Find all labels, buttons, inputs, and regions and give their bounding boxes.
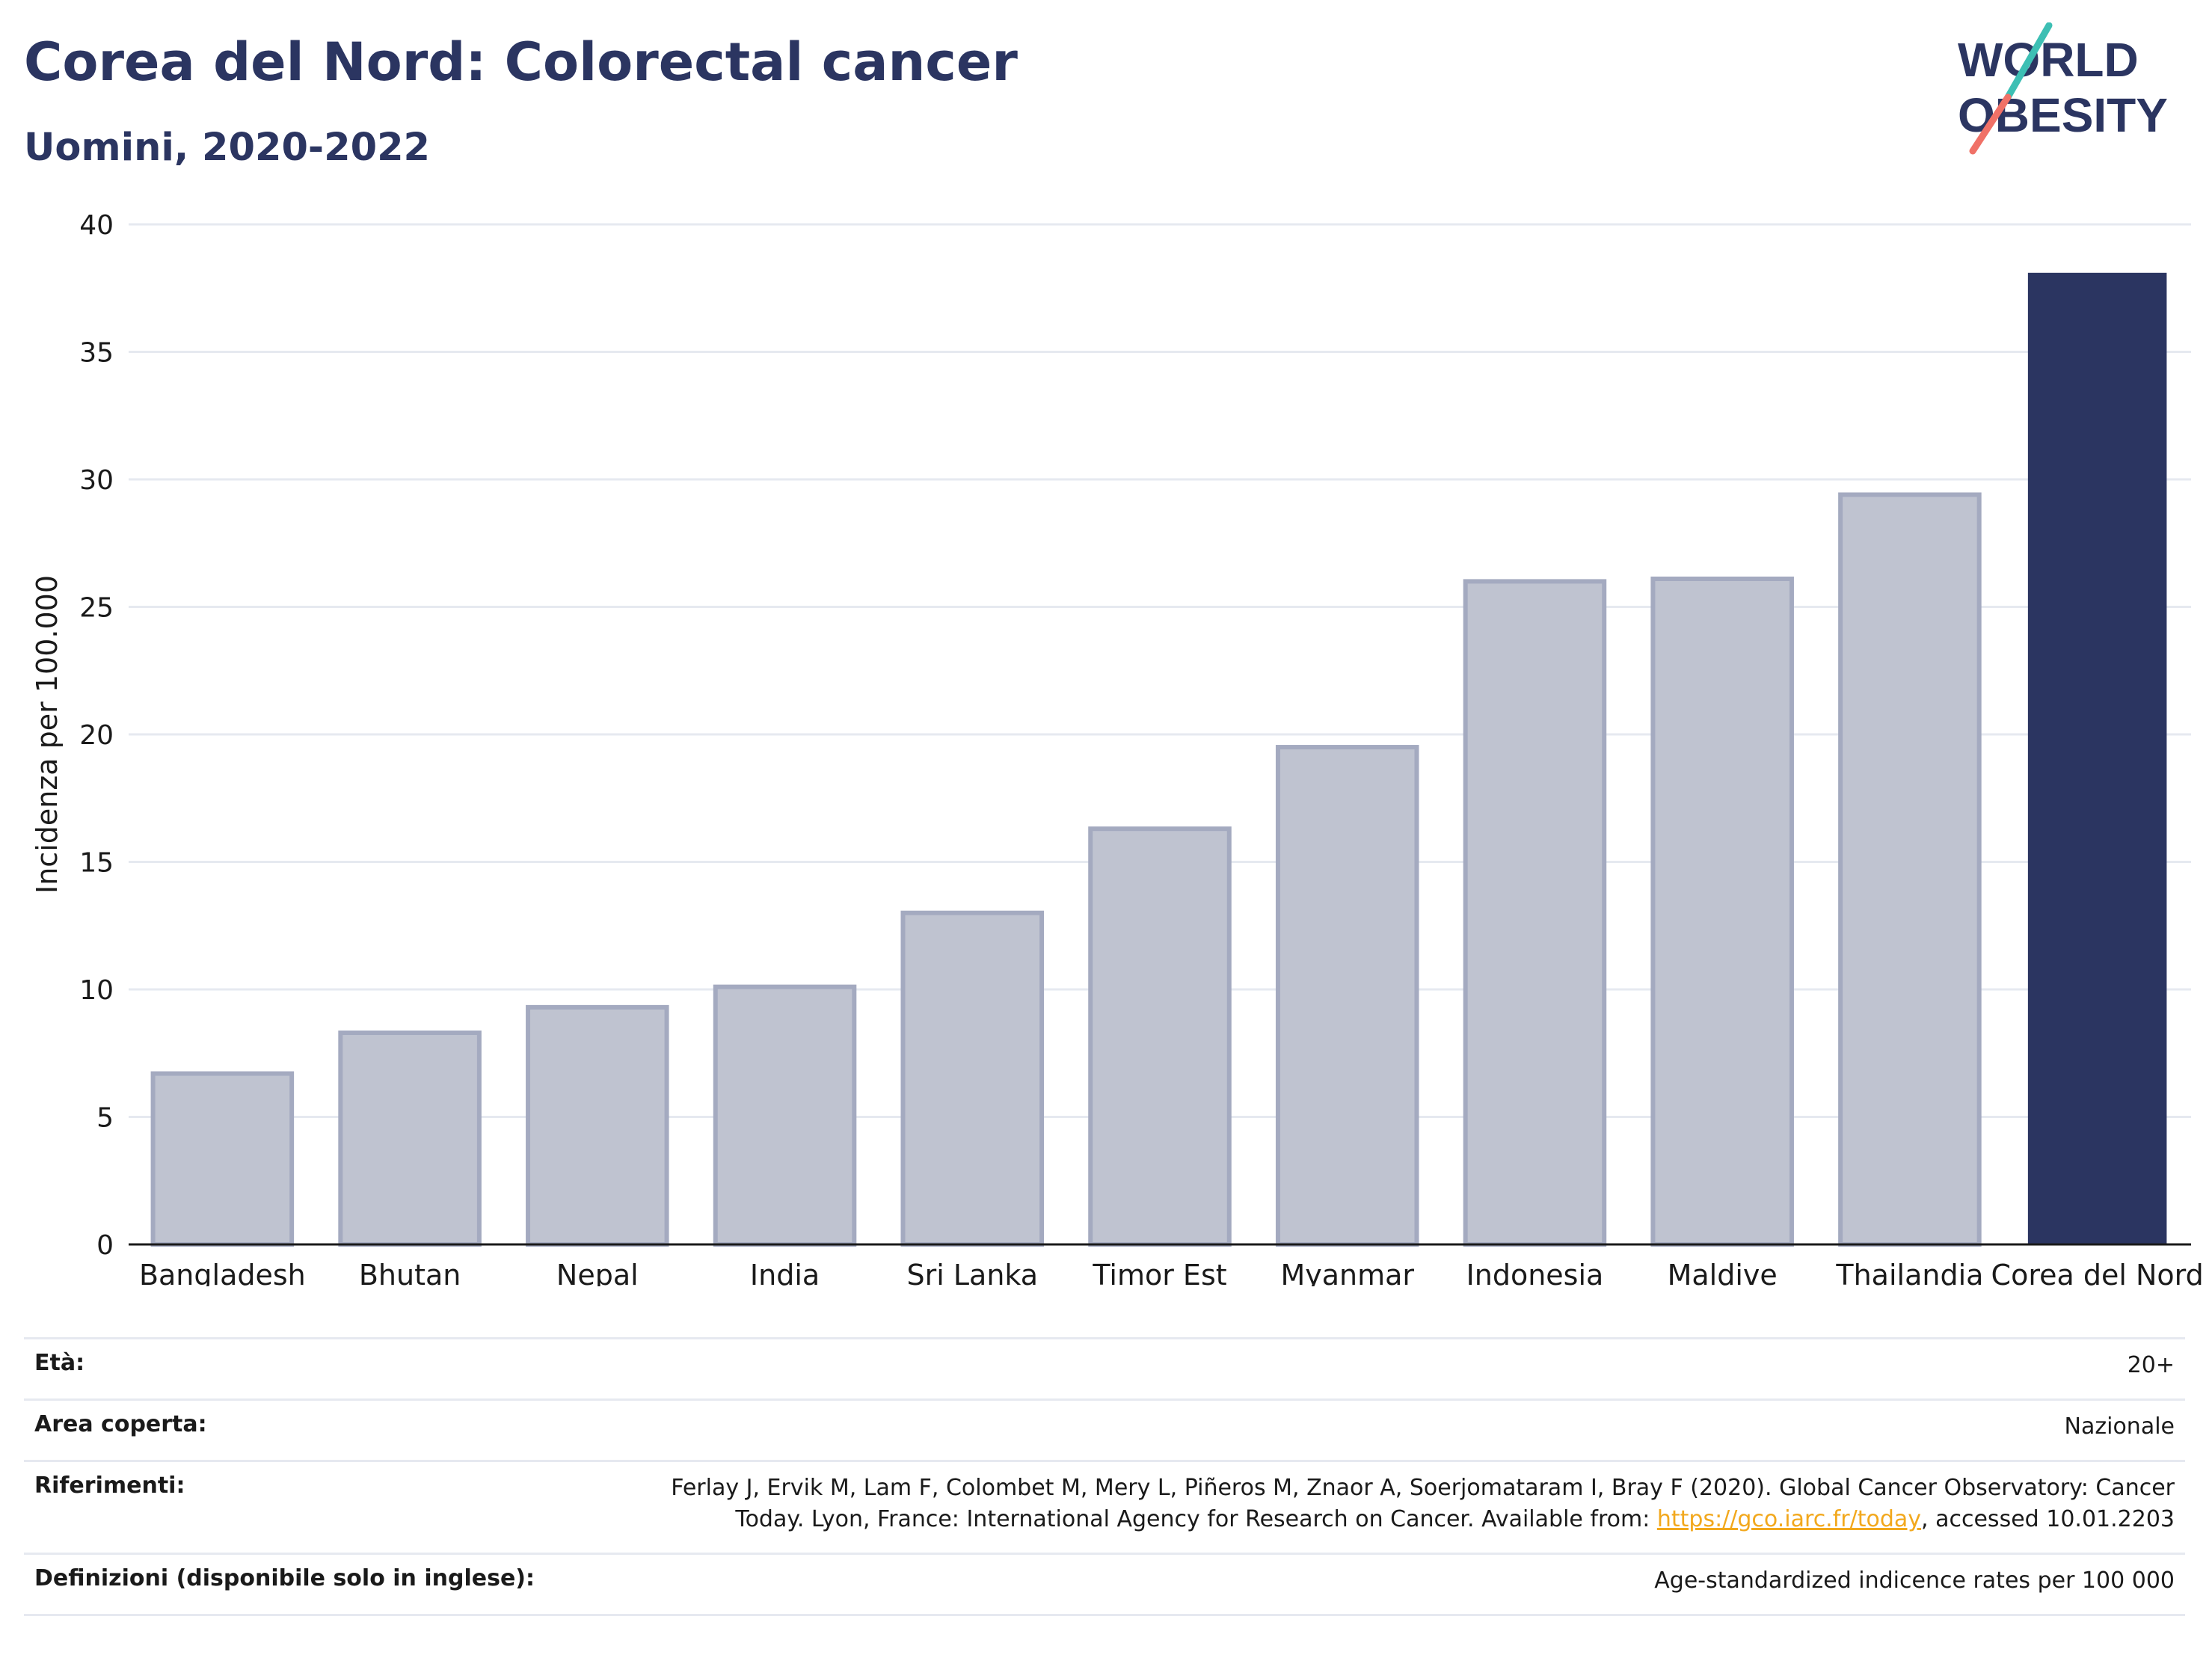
y-tick-label: 35 bbox=[79, 338, 114, 369]
bar-timor-est bbox=[1090, 829, 1229, 1244]
y-tick-label: 5 bbox=[96, 1103, 114, 1134]
y-tick-label: 0 bbox=[96, 1230, 114, 1261]
references-line-2-pre: Today. Lyon, France: International Agenc… bbox=[735, 1506, 1657, 1532]
x-tick-label: Timor Est bbox=[1092, 1259, 1226, 1286]
x-tick-label: India bbox=[750, 1259, 820, 1286]
references-label: Riferimenti: bbox=[24, 1473, 185, 1499]
meta-row-age: Età: 20+ bbox=[24, 1339, 2185, 1401]
y-tick-label: 25 bbox=[79, 593, 114, 624]
references-value: Ferlay J, Ervik M, Lam F, Colombet M, Me… bbox=[671, 1473, 2185, 1535]
y-axis-label: Incidenza per 100.000 bbox=[31, 575, 64, 894]
x-tick-label: Indonesia bbox=[1466, 1259, 1604, 1286]
bar-thailandia bbox=[1840, 494, 1979, 1244]
chart-title: Corea del Nord: Colorectal cancer bbox=[24, 31, 1018, 93]
svg-text:WORLD: WORLD bbox=[1958, 33, 2139, 87]
x-tick-label: Sri Lanka bbox=[906, 1259, 1038, 1286]
references-line-1: Ferlay J, Ervik M, Lam F, Colombet M, Me… bbox=[671, 1475, 2175, 1501]
meta-row-definitions: Definizioni (disponibile solo in inglese… bbox=[24, 1555, 2185, 1616]
bar-chart: 0 5 10 15 20 25 30 35 40 Bangladesh Bhutan Nepal In… bbox=[0, 194, 2212, 1286]
area-value: Nazionale bbox=[2065, 1411, 2185, 1443]
bar-myanmar bbox=[1278, 747, 1417, 1244]
bar-nepal bbox=[528, 1007, 667, 1244]
bars bbox=[153, 273, 2167, 1244]
x-tick-label: Maldive bbox=[1668, 1259, 1778, 1286]
references-link[interactable]: https://gco.iarc.fr/today bbox=[1657, 1506, 1921, 1532]
y-tick-label: 40 bbox=[79, 210, 114, 241]
y-tick-label: 30 bbox=[79, 465, 114, 496]
x-tick-labels: Bangladesh Bhutan Nepal India Sri Lanka Timor… bbox=[139, 1259, 2204, 1286]
bar-corea-del-nord bbox=[2028, 273, 2167, 1244]
x-tick-label: Nepal bbox=[556, 1259, 639, 1286]
y-tick-labels: 0 5 10 15 20 25 30 35 40 bbox=[79, 210, 114, 1261]
y-tick-label: 10 bbox=[79, 975, 114, 1006]
definitions-value: Age-standardized indicence rates per 100… bbox=[1654, 1565, 2185, 1597]
x-tick-label: Corea del Nord bbox=[1991, 1259, 2204, 1286]
age-value: 20+ bbox=[2127, 1350, 2185, 1381]
references-line-2-post: , accessed 10.01.2203 bbox=[1921, 1506, 2175, 1532]
area-label: Area coperta: bbox=[24, 1411, 207, 1437]
age-label: Età: bbox=[24, 1350, 85, 1376]
x-tick-label: Myanmar bbox=[1280, 1259, 1414, 1286]
metadata-table: Età: 20+ Area coperta: Nazionale Riferim… bbox=[24, 1337, 2185, 1616]
y-tick-label: 15 bbox=[79, 848, 114, 879]
bar-bangladesh bbox=[153, 1074, 292, 1244]
meta-row-area: Area coperta: Nazionale bbox=[24, 1401, 2185, 1462]
meta-row-references: Riferimenti: Ferlay J, Ervik M, Lam F, C… bbox=[24, 1462, 2185, 1555]
bar-maldive bbox=[1653, 579, 1792, 1244]
x-tick-label: Thailandia bbox=[1835, 1259, 1983, 1286]
x-tick-label: Bhutan bbox=[359, 1259, 461, 1286]
bar-india bbox=[716, 987, 855, 1244]
chart-subtitle: Uomini, 2020-2022 bbox=[24, 126, 430, 170]
definitions-label: Definizioni (disponibile solo in inglese… bbox=[24, 1565, 535, 1591]
bar-bhutan bbox=[340, 1033, 479, 1244]
bar-indonesia bbox=[1466, 581, 1605, 1244]
bar-sri-lanka bbox=[903, 913, 1042, 1244]
world-obesity-logo: WORLD OBESITY bbox=[1937, 22, 2206, 157]
x-tick-label: Bangladesh bbox=[139, 1259, 306, 1286]
svg-text:OBESITY: OBESITY bbox=[1958, 88, 2168, 142]
y-tick-label: 20 bbox=[79, 720, 114, 751]
